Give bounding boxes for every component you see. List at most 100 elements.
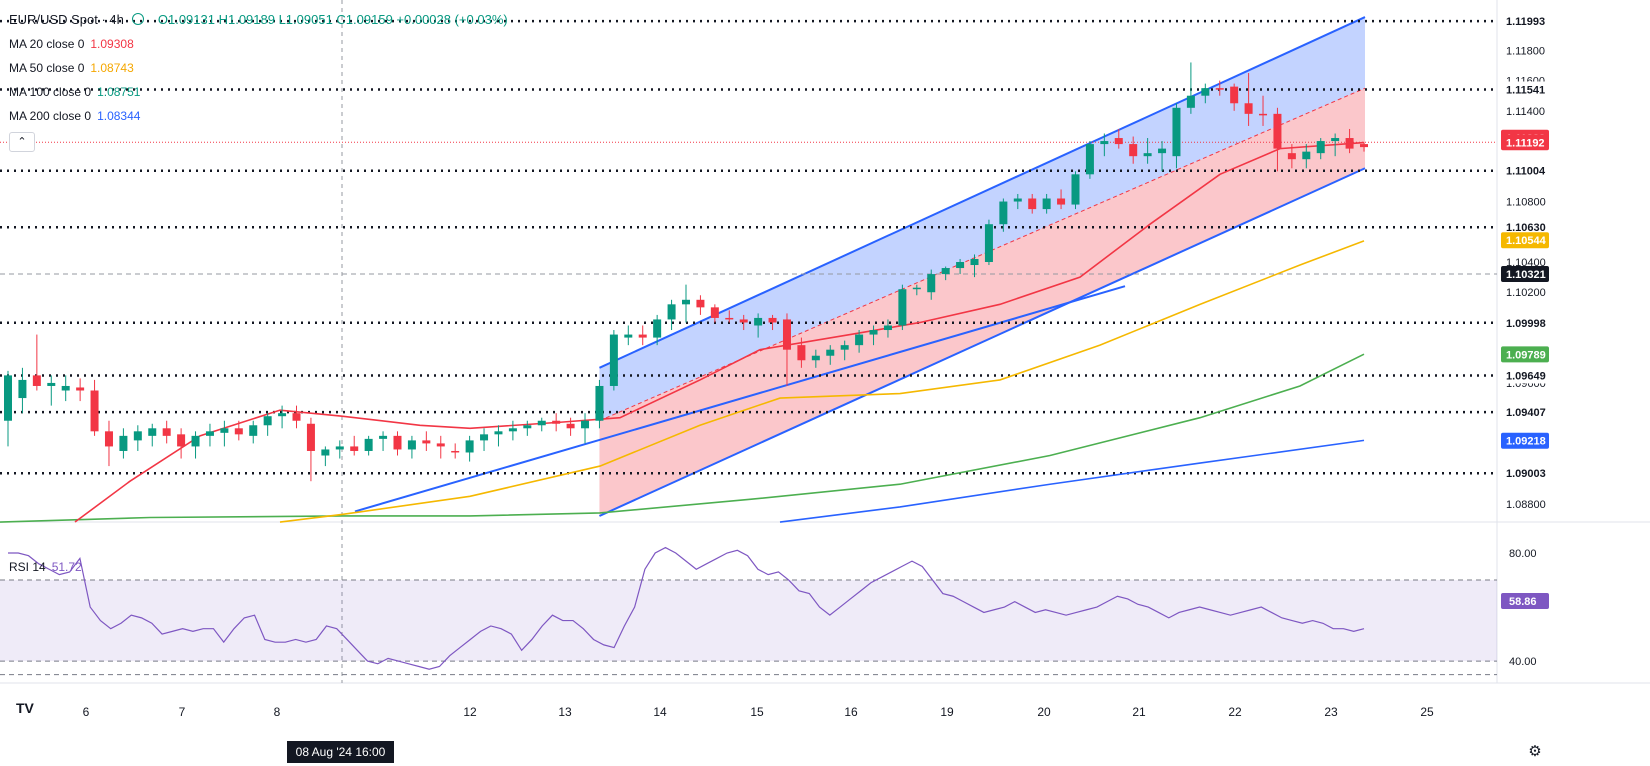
- candle-body: [1143, 153, 1152, 157]
- time-tick-label: 20: [1037, 705, 1051, 719]
- candle-body: [537, 420, 546, 426]
- candle-body: [523, 425, 532, 429]
- candle-body: [696, 299, 705, 308]
- level-label-bg: [1501, 162, 1549, 179]
- level-label: 1.11993: [1506, 16, 1545, 28]
- candle-body: [249, 425, 258, 436]
- candle-body: [191, 435, 200, 447]
- candle-body: [970, 258, 979, 266]
- rsi-badge-bg: [1501, 593, 1549, 609]
- candle-body: [883, 325, 892, 331]
- time-tick-label: 22: [1228, 705, 1242, 719]
- level-label: 1.10630: [1506, 222, 1546, 234]
- legend-ma20[interactable]: MA 20 close 0 1.09308: [9, 37, 134, 51]
- candle-body: [350, 446, 359, 451]
- candle-body: [1287, 153, 1296, 160]
- candle-body: [451, 450, 460, 453]
- candle-body: [826, 349, 835, 356]
- candle-body: [797, 345, 806, 361]
- candle-body: [898, 289, 907, 326]
- candle-body: [508, 428, 517, 432]
- candle-body: [1186, 95, 1195, 108]
- candle-body: [162, 428, 171, 436]
- candle-body: [1302, 151, 1311, 160]
- candle-body: [984, 224, 993, 262]
- candle-body: [768, 317, 777, 323]
- candle-body: [782, 319, 791, 350]
- candle-body: [321, 449, 330, 456]
- time-tick-label: 16: [844, 705, 858, 719]
- candle-body: [278, 413, 287, 417]
- time-tick-label: 8: [274, 705, 281, 719]
- candle-body: [205, 431, 214, 436]
- candle-body: [306, 423, 315, 451]
- channel-upper-line: [599, 16, 1366, 369]
- price-badge-bg: [1501, 346, 1549, 363]
- candle-body: [1316, 141, 1325, 154]
- legend-ma200[interactable]: MA 200 close 0 1.08344: [9, 109, 141, 123]
- candle-body: [1230, 86, 1239, 104]
- candle-body: [840, 345, 849, 350]
- ma20-line: [74, 141, 1365, 523]
- candle-body: [364, 438, 373, 451]
- level-label: 1.09003: [1506, 468, 1546, 480]
- candle-body: [393, 435, 402, 450]
- candle-body: [811, 355, 820, 361]
- time-tick-label: 19: [940, 705, 954, 719]
- ma50-line: [279, 240, 1365, 523]
- dashed-level-label-bg: [1501, 265, 1549, 282]
- collapse-legend-button[interactable]: ⌃: [9, 132, 35, 152]
- level-label: 1.09998: [1506, 318, 1546, 330]
- time-tick-label: 12: [463, 705, 477, 719]
- candle-body: [725, 317, 734, 320]
- candle-body: [1360, 144, 1368, 148]
- candle-body: [407, 440, 416, 450]
- candle-body: [710, 307, 719, 318]
- price-badge: 1.09789: [1506, 349, 1546, 361]
- candle-body: [869, 330, 878, 335]
- price-tick-label: 1.10800: [1506, 197, 1546, 209]
- level-label-bg: [1501, 465, 1549, 482]
- rsi-legend[interactable]: RSI 14 51.72: [9, 560, 82, 574]
- candle-body: [335, 446, 344, 450]
- candle-body: [133, 431, 142, 441]
- settings-gear-icon[interactable]: ⚙: [1528, 743, 1542, 760]
- level-label-bg: [1501, 13, 1549, 30]
- candle-body: [1100, 141, 1109, 145]
- time-tick-label: 7: [179, 705, 186, 719]
- candle-body: [177, 434, 186, 447]
- candle-body: [624, 334, 633, 338]
- level-label: 1.11541: [1506, 85, 1545, 97]
- time-tick-label: 13: [558, 705, 572, 719]
- time-tick-label: 25: [1420, 705, 1434, 719]
- tradingview-logo-icon[interactable]: TV: [16, 700, 34, 716]
- candle-body: [148, 428, 157, 436]
- candle-body: [1345, 138, 1354, 149]
- candle-body: [1215, 88, 1224, 90]
- candle-body: [595, 385, 604, 421]
- legend-ma50[interactable]: MA 50 close 0 1.08743: [9, 61, 134, 75]
- eye-icon[interactable]: [131, 13, 144, 25]
- candle-body: [61, 385, 70, 391]
- candle-body: [263, 416, 272, 426]
- price-badge-bg: [1501, 134, 1549, 151]
- time-tick-label: 21: [1132, 705, 1146, 719]
- candle-body: [682, 299, 690, 305]
- candle-body: [1158, 148, 1167, 154]
- price-tick-label: 1.10200: [1506, 287, 1546, 299]
- legend-ma100[interactable]: MA 100 close 0 1.08751: [9, 85, 141, 99]
- candle-body: [1201, 88, 1210, 96]
- candle-body: [220, 428, 229, 433]
- candle-body: [638, 334, 647, 338]
- candle-body: [119, 435, 128, 451]
- candle-body: [1129, 144, 1138, 157]
- symbol-title[interactable]: EUR/USD Spot · 4h: [9, 12, 124, 27]
- candle-body: [1028, 198, 1037, 210]
- candle-body: [32, 375, 41, 386]
- rsi-band-fill: [0, 580, 1497, 662]
- candle-body: [1273, 113, 1282, 149]
- candle-body: [494, 431, 503, 435]
- level-label-bg: [1501, 219, 1549, 236]
- candle-body: [104, 431, 113, 447]
